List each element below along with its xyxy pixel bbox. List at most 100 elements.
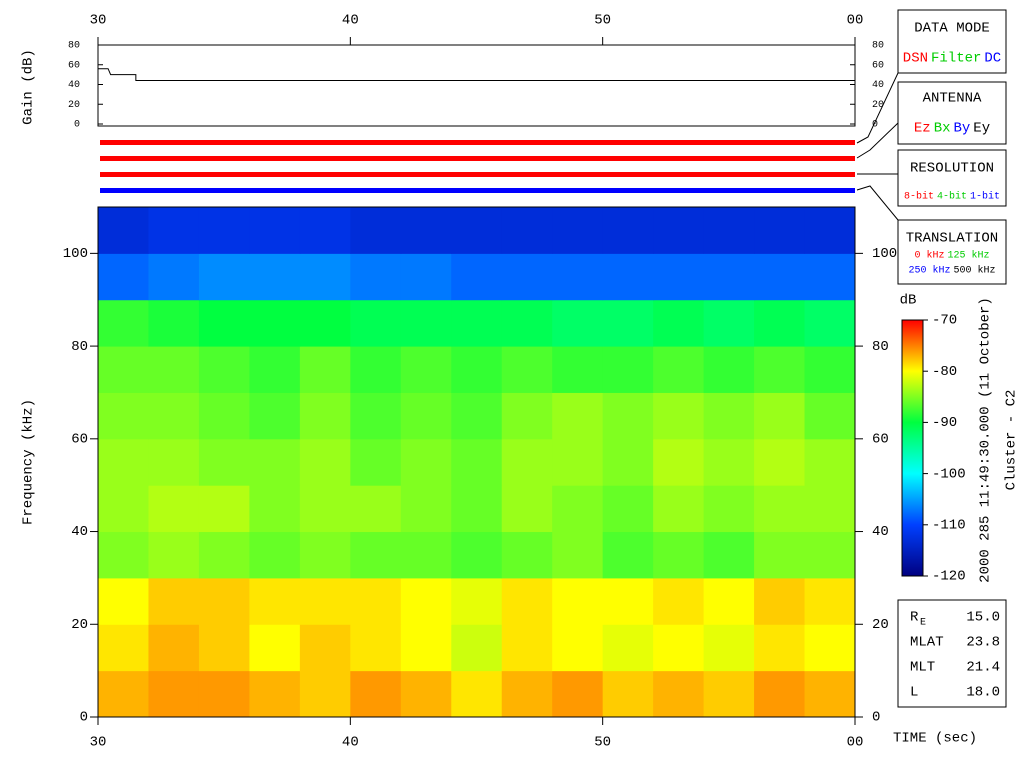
heat-cell (804, 670, 856, 718)
heat-cell (400, 392, 452, 440)
heat-cell (249, 577, 301, 625)
legend-item: DSN (903, 51, 928, 67)
heat-cell (501, 485, 553, 533)
heat-cell (400, 299, 452, 347)
heat-cell (703, 485, 755, 533)
heat-cell (400, 670, 452, 718)
heat-cell (703, 670, 755, 718)
x-tick-label: 00 (847, 13, 864, 29)
legend-item: 500 kHz (954, 265, 996, 277)
heat-cell (98, 253, 149, 301)
colorbar-label: dB (900, 293, 917, 309)
heat-cell (98, 438, 149, 486)
heat-cell (98, 670, 149, 718)
heat-cell (249, 485, 301, 533)
heat-cell (98, 392, 149, 440)
heat-cell (754, 253, 806, 301)
heat-cell (501, 392, 553, 440)
legend-item: Filter (931, 51, 981, 67)
heat-cell (451, 207, 503, 254)
y-tick-label: 20 (872, 100, 884, 111)
heat-cell (602, 299, 654, 347)
y-tick-label: 40 (872, 524, 889, 540)
heat-cell (350, 253, 402, 301)
heat-cell (148, 438, 200, 486)
heat-cell (451, 624, 503, 672)
heat-cell (400, 624, 452, 672)
heat-cell (501, 531, 553, 579)
y-tick-label: 20 (68, 100, 80, 111)
heat-cell (451, 531, 503, 579)
legend-item: 0 kHz (915, 250, 945, 262)
heat-cell (198, 624, 250, 672)
info-value: 18.0 (966, 685, 1000, 701)
legend-item: Bx (934, 121, 951, 137)
heat-cell (602, 346, 654, 393)
heat-cell (350, 438, 402, 486)
heat-cell (249, 438, 301, 486)
heat-cell (198, 253, 250, 301)
heat-cell (98, 299, 149, 347)
heat-cell (148, 207, 200, 254)
heat-cell (501, 299, 553, 347)
heat-cell (552, 438, 604, 486)
heat-cell (148, 253, 200, 301)
heat-cell (98, 531, 149, 579)
legend-item: 4-bit (937, 191, 967, 203)
info-value: 15.0 (966, 610, 1000, 626)
colorbar-tick-label: -100 (932, 466, 966, 482)
heat-cell (703, 299, 755, 347)
annotation: Cluster - C2 (1004, 390, 1020, 491)
heat-cell (602, 392, 654, 440)
heat-cell (299, 438, 351, 486)
heat-cell (148, 624, 200, 672)
y-tick-label: 80 (71, 339, 88, 355)
heat-cell (299, 346, 351, 393)
panel-title: DATA MODE (914, 21, 990, 37)
colorbar-tick-label: -80 (932, 364, 957, 380)
y-tick-label: 40 (71, 524, 88, 540)
y-tick-label: 20 (71, 617, 88, 633)
heat-cell (249, 299, 301, 347)
x-tick-label: 50 (594, 13, 611, 29)
heat-cell (249, 670, 301, 718)
panel-title: RESOLUTION (910, 161, 994, 177)
heat-cell (703, 253, 755, 301)
heat-cell (299, 624, 351, 672)
x-axis-label: TIME (sec) (893, 731, 977, 747)
heat-cell (249, 253, 301, 301)
heat-cell (653, 392, 705, 440)
heat-cell (148, 485, 200, 533)
panel-box (897, 219, 1007, 285)
gain-line (98, 68, 855, 82)
heat-cell (249, 346, 301, 393)
y-tick-label: 80 (872, 41, 884, 52)
heat-cell (198, 438, 250, 486)
heat-cell (198, 392, 250, 440)
heat-cell (400, 346, 452, 393)
heat-cell (552, 299, 604, 347)
legend-item: Ez (914, 121, 931, 137)
heat-cell (653, 577, 705, 625)
legend-item: 8-bit (904, 191, 934, 203)
heat-cell (804, 624, 856, 672)
status-bar (100, 172, 855, 177)
connector (856, 185, 899, 221)
info-label: R (910, 610, 919, 626)
heat-cell (350, 485, 402, 533)
heat-cell (602, 577, 654, 625)
heat-cell (653, 299, 705, 347)
heat-cell (754, 392, 806, 440)
heat-cell (653, 624, 705, 672)
heat-cell (198, 299, 250, 347)
heat-cell (98, 624, 149, 672)
heat-cell (350, 624, 402, 672)
x-tick-label: 40 (342, 735, 359, 751)
heat-cell (703, 438, 755, 486)
y-axis-label: Gain (dB) (21, 49, 37, 125)
x-tick-label: 00 (847, 735, 864, 751)
heat-cell (350, 299, 402, 347)
heat-cell (350, 577, 402, 625)
colorbar-tick-label: -90 (932, 415, 957, 431)
heat-cell (350, 531, 402, 579)
